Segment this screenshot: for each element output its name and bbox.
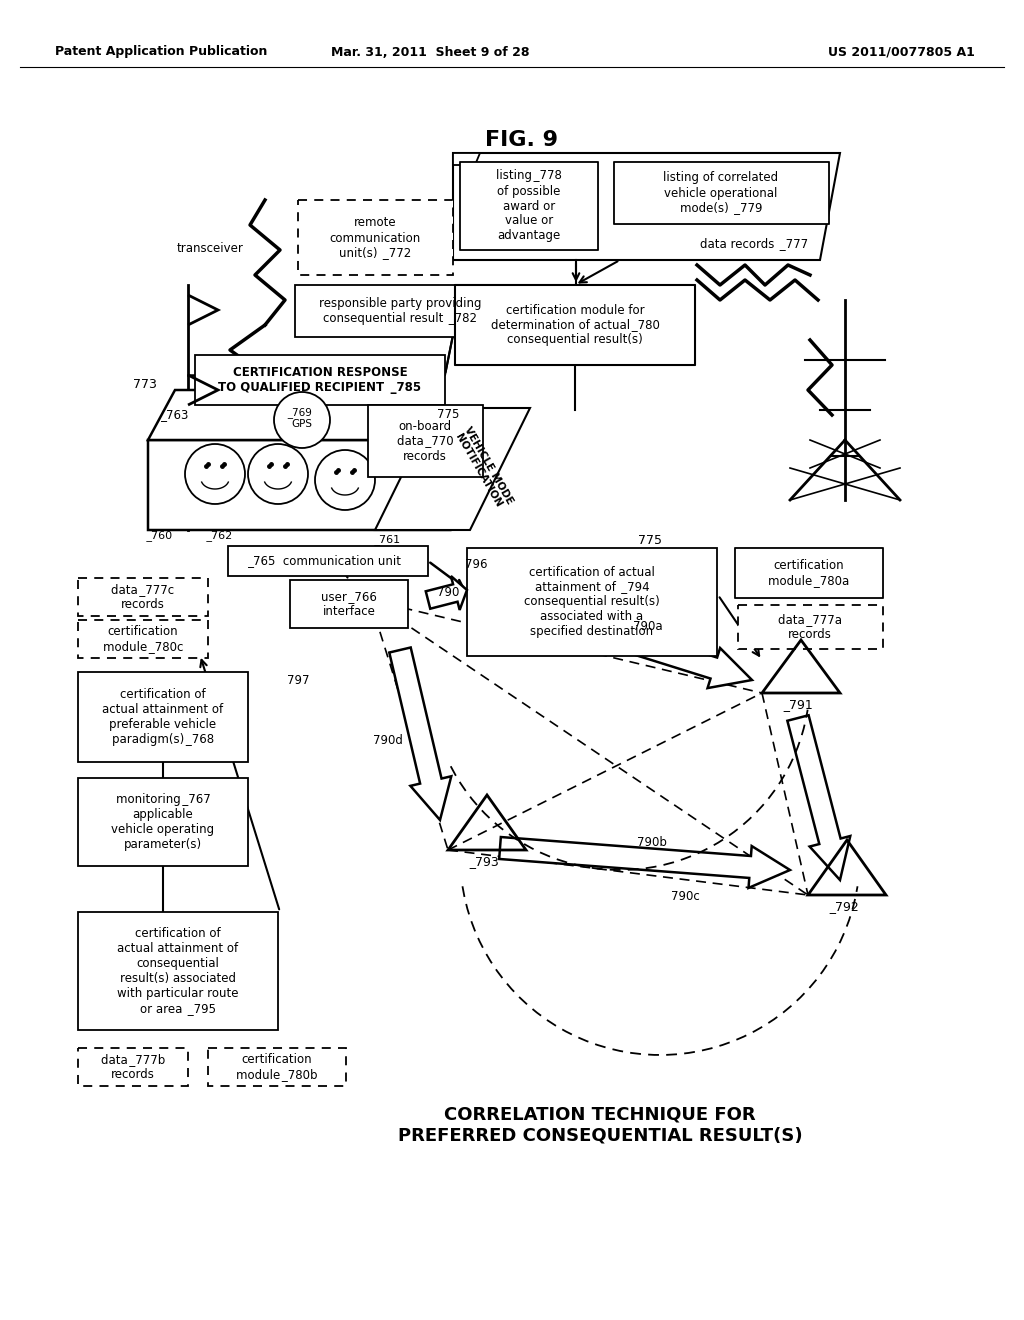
Text: ̲763: ̲763 [167, 408, 189, 421]
Circle shape [315, 450, 375, 510]
Bar [78, 912, 278, 1030]
Bar [195, 355, 445, 405]
Text: 797: 797 [287, 673, 309, 686]
Bar [228, 546, 428, 576]
Text: data  ̲777b
records: data ̲777b records [101, 1053, 165, 1081]
Text: 790a: 790a [633, 620, 663, 634]
Text: 775: 775 [437, 408, 459, 421]
FancyBboxPatch shape [455, 285, 695, 366]
Text: certification of
actual attainment of
preferable vehicle
paradigm(s)  ̲768: certification of actual attainment of pr… [102, 688, 223, 746]
Text: responsible party providing
consequential result   ̲782: responsible party providing consequentia… [318, 297, 481, 325]
Circle shape [248, 444, 308, 504]
Text: CORRELATION TECHNIQUE FOR
PREFERRED CONSEQUENTIAL RESULT(S): CORRELATION TECHNIQUE FOR PREFERRED CONS… [397, 1106, 803, 1144]
Bar [298, 201, 453, 275]
Bar [78, 578, 208, 616]
Text: ̲791: ̲791 [790, 698, 813, 711]
Text: VEHICLE MODE
NOTIFICATION: VEHICLE MODE NOTIFICATION [452, 425, 514, 511]
FancyArrow shape [389, 648, 452, 820]
FancyBboxPatch shape [735, 548, 883, 598]
Polygon shape [148, 389, 430, 440]
Polygon shape [453, 153, 480, 165]
Text: ̲769
GPS: ̲769 GPS [292, 407, 312, 429]
Bar [78, 777, 248, 866]
Bar [738, 605, 883, 649]
Polygon shape [375, 408, 530, 531]
Bar [290, 579, 408, 628]
Bar [78, 1048, 188, 1086]
FancyArrow shape [486, 587, 752, 688]
FancyBboxPatch shape [614, 162, 829, 224]
Circle shape [274, 392, 330, 447]
Bar [208, 1048, 346, 1086]
Bar [295, 285, 505, 337]
Text: listing of correlated
vehicle operational
mode(s)   ̲779: listing of correlated vehicle operationa… [664, 172, 778, 214]
Text: certification of actual
attainment of   ̲794
consequential result(s)
associated : certification of actual attainment of ̲7… [524, 565, 659, 639]
Text: certification
module  ̲780b: certification module ̲780b [237, 1053, 317, 1081]
Text: 790: 790 [437, 586, 459, 598]
Text: ̲761: ̲761 [380, 535, 400, 545]
Text: data  ̲777c
records: data ̲777c records [112, 583, 174, 611]
Text: ̲765  communication unit: ̲765 communication unit [254, 554, 402, 568]
Text: Patent Application Publication: Patent Application Publication [55, 45, 267, 58]
Text: ̲760: ̲760 [152, 531, 173, 541]
Text: 790d: 790d [373, 734, 402, 747]
Text: US 2011/0077805 A1: US 2011/0077805 A1 [828, 45, 975, 58]
Text: ̲793: ̲793 [475, 855, 499, 869]
Text: ̲792: ̲792 [836, 900, 859, 913]
Text: 790b: 790b [637, 836, 667, 849]
Polygon shape [453, 153, 840, 260]
FancyBboxPatch shape [460, 162, 598, 249]
Circle shape [185, 444, 245, 504]
Text: ̲762: ̲762 [211, 531, 232, 541]
Text: FIG. 9: FIG. 9 [485, 129, 558, 150]
Text: 773: 773 [133, 379, 157, 392]
Bar [368, 405, 483, 477]
Text: data  ̲777a
records: data ̲777a records [778, 612, 842, 642]
Text: listing  ̲778
of possible
award or
value or
advantage: listing ̲778 of possible award or value … [496, 169, 562, 243]
Text: 796: 796 [465, 558, 487, 572]
Text: remote
communication
unit(s)   ̲772: remote communication unit(s) ̲772 [330, 216, 421, 260]
Text: transceiver: transceiver [176, 242, 244, 255]
Text: certification of
actual attainment of
consequential
result(s) associated
with pa: certification of actual attainment of co… [118, 927, 239, 1015]
FancyArrow shape [787, 715, 850, 880]
Text: 790c: 790c [671, 890, 699, 903]
Text: CERTIFICATION RESPONSE
TO QUALIFIED RECIPIENT   ̲785: CERTIFICATION RESPONSE TO QUALIFIED RECI… [218, 366, 422, 393]
Text: 775: 775 [638, 533, 662, 546]
Text: monitoring  ̲767
applicable
vehicle operating
parameter(s): monitoring ̲767 applicable vehicle opera… [112, 793, 215, 851]
Text: certification module for
determination of actual  ̲780
consequential result(s): certification module for determination o… [490, 304, 659, 346]
Bar [78, 672, 248, 762]
FancyArrow shape [499, 837, 790, 888]
Text: user  ̲766
interface: user ̲766 interface [322, 590, 377, 618]
Text: on-board
data  ̲770
records: on-board data ̲770 records [396, 420, 454, 462]
Bar [467, 548, 717, 656]
Text: data records   ̲777: data records ̲777 [700, 238, 808, 251]
Polygon shape [148, 440, 450, 531]
Text: certification
module  ̲780c: certification module ̲780c [102, 624, 183, 653]
Bar [78, 620, 208, 657]
FancyArrow shape [426, 576, 467, 610]
Text: Mar. 31, 2011  Sheet 9 of 28: Mar. 31, 2011 Sheet 9 of 28 [331, 45, 529, 58]
Text: certification
module  ̲780a: certification module ̲780a [768, 558, 850, 587]
